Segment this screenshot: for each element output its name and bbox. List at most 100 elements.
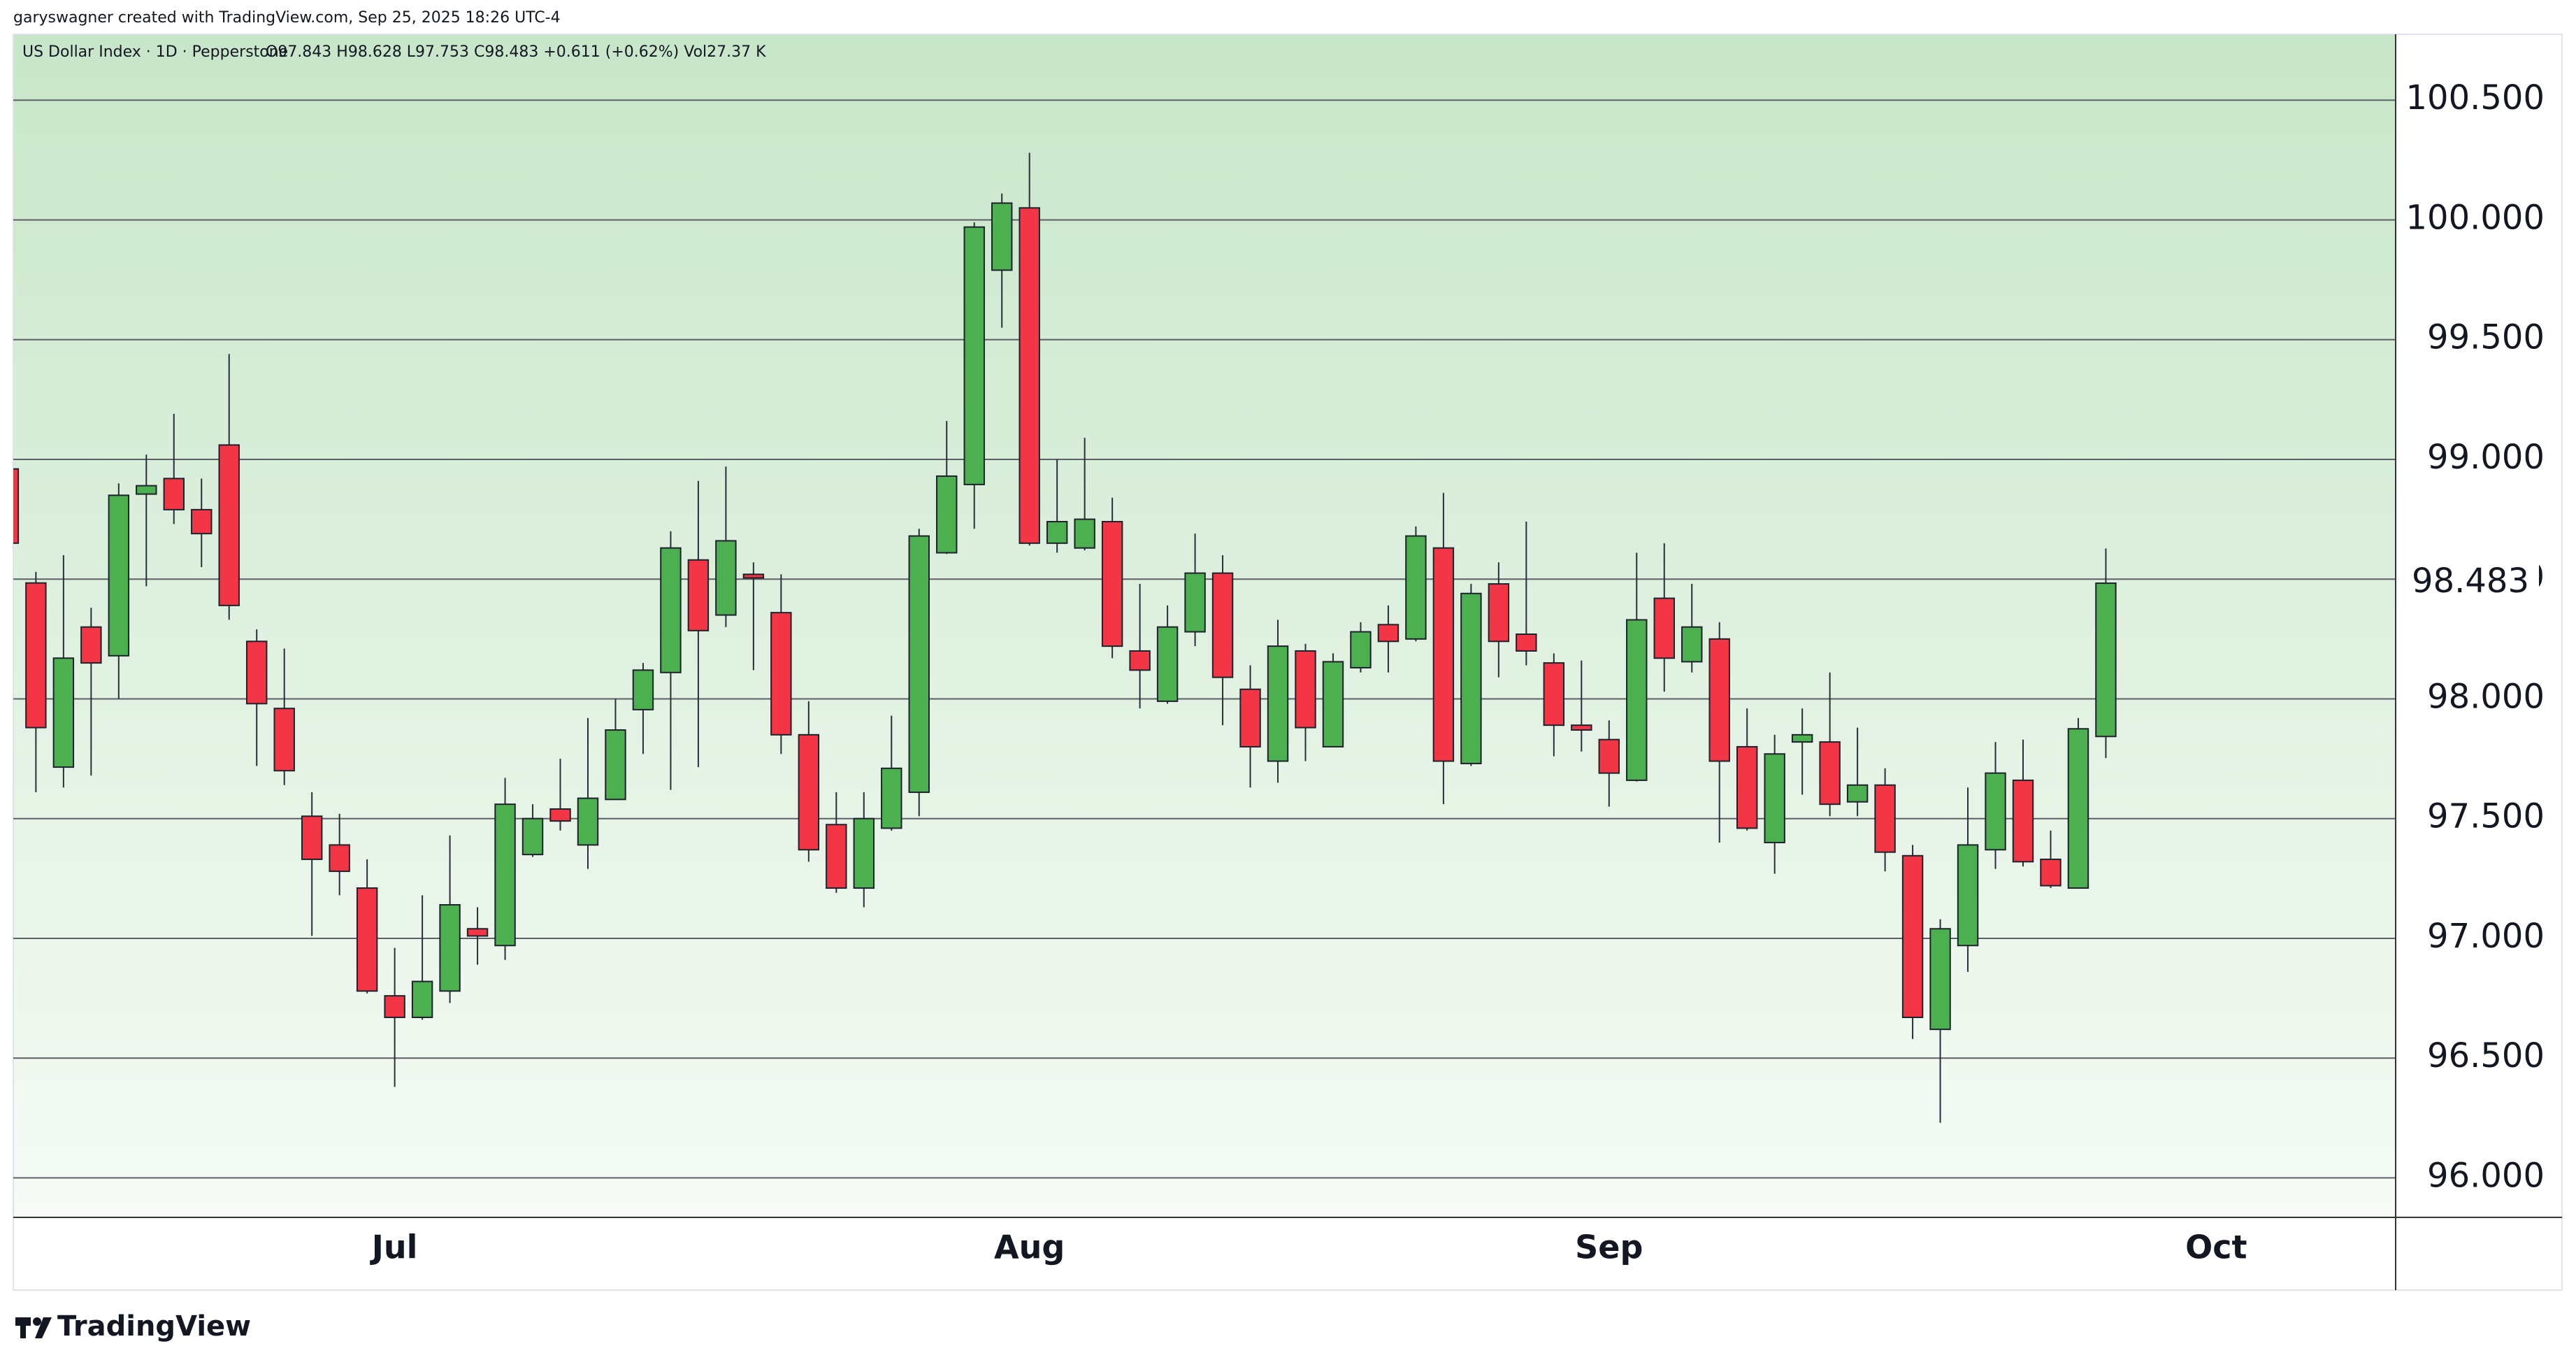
candle-body [273,708,295,772]
y-tick-label: 96.000 [2427,1156,2545,1195]
last-price-label: 98.483 [2412,561,2529,601]
x-tick-label: Oct [2185,1229,2247,1266]
candle-body [2012,779,2034,863]
candle-body [52,657,75,768]
credit: garyswagner created with TradingView.com… [13,9,561,27]
candle-body [1046,521,1068,544]
candle-body [1184,572,1206,633]
candle-body [191,508,213,535]
candle-body [1708,638,1730,762]
candle-body [301,815,323,860]
candle-body [1488,583,1510,643]
candle-body [1350,631,1372,668]
candle-body [494,803,516,947]
y-tick-label: 96.500 [2427,1036,2545,1075]
candle-body [1901,854,1924,1019]
axes: 96.00096.50097.00097.50098.00098.50099.0… [370,78,2545,1266]
ohlc-legend: O97.843 H98.628 L97.753 C98.483 +0.611 (… [266,43,766,61]
candle-body [1571,724,1592,731]
candle-body [2067,728,2089,889]
y-tick-label: 99.000 [2427,438,2545,477]
candle-body [963,226,985,485]
candle-body [1156,626,1179,702]
candle-body [1239,688,1261,747]
candle-body [1074,518,1095,549]
candle-body [1681,626,1703,663]
candle-body [715,540,737,616]
candle-body [742,573,765,579]
candle-body [1405,535,1427,640]
candle-body [798,733,820,851]
candle-body [687,559,710,631]
x-tick-label: Sep [1575,1229,1643,1266]
brand-logo [15,1317,52,1338]
candle-body [1267,645,1289,762]
candle-body [1377,624,1399,643]
candle-body [411,980,433,1019]
y-tick-label: 100.000 [2406,198,2545,237]
last-price-box [2399,559,2539,608]
candle-body [1626,619,1648,781]
candle-body [1819,741,1841,806]
candle-body [356,887,378,992]
candle-body [136,485,157,495]
candle-body [1791,733,1813,743]
y-tick-label: 99.500 [2427,318,2545,357]
candle-body [632,669,654,710]
candle-body [1957,844,1979,947]
candle-body [881,767,902,829]
candle-body [1985,772,2006,851]
candle-body [80,626,102,664]
candle-body [25,582,47,729]
candle-body [1598,738,1620,774]
candle-body [1874,784,1896,853]
x-tick-label: Jul [370,1229,418,1266]
y-tick-label: 97.000 [2427,917,2545,956]
candle-body [1432,547,1455,762]
candle-body [1101,521,1123,647]
candle-body [329,844,350,873]
candle-body [1653,597,1675,659]
candle-body [1929,928,1951,1031]
x-tick-label: Aug [994,1229,1065,1266]
candle-body [246,640,268,705]
chart-title: US Dollar Index · 1D · Pepperstone [22,43,288,61]
candle-body [1736,745,1758,829]
candle-body [770,612,792,736]
candle-body [2040,858,2061,887]
y-tick-label: 98.000 [2427,677,2545,716]
candle-body [1019,207,1040,544]
candle-body [991,202,1013,271]
candle-body [2095,582,2117,738]
candle-body [521,817,544,856]
candle-body [1543,662,1565,727]
brand: TradingView [57,1310,251,1343]
candles [13,152,2117,1123]
candle-body [1516,633,1537,652]
candle-body [1846,784,1869,803]
candle-body [1129,650,1151,671]
candle-body [163,478,185,510]
candle-body [1460,592,1482,764]
candle-body [826,824,847,889]
candle-body [439,904,461,992]
candle-body [1295,650,1316,729]
frame [13,34,2563,1291]
candle-body [853,817,875,889]
candle-body [936,475,958,554]
candle-body [549,808,571,822]
y-tick-label: 100.500 [2406,78,2545,117]
candle-body [577,797,599,846]
candle-body [13,468,20,544]
candle-body [108,494,130,657]
y-tick-label: 97.500 [2427,797,2545,836]
candle-body [908,535,930,794]
candle-body [1211,572,1234,678]
candle-body [605,729,626,801]
candle-body [218,444,240,606]
candle-body [1322,661,1344,747]
candle-body [1764,753,1785,843]
candle-body [384,995,405,1019]
